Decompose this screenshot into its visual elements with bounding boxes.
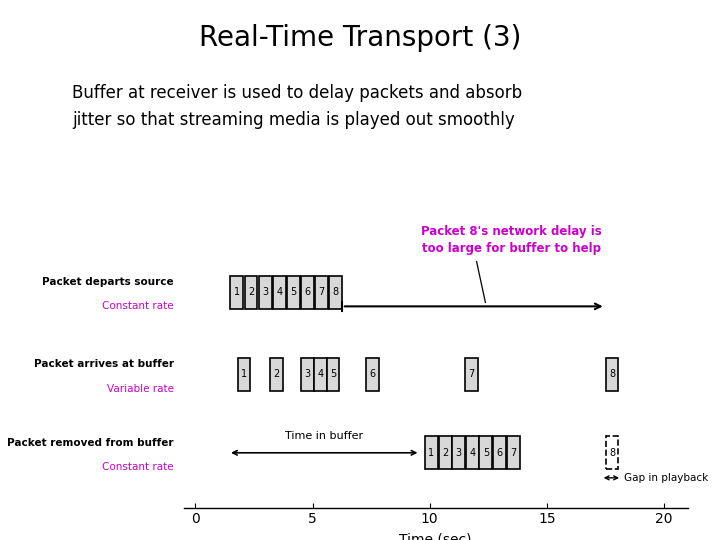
Bar bbox=[480, 436, 492, 469]
Bar bbox=[238, 358, 251, 391]
Bar bbox=[425, 436, 438, 469]
Text: 5: 5 bbox=[482, 448, 489, 458]
Text: 5: 5 bbox=[290, 287, 297, 298]
Text: 4: 4 bbox=[276, 287, 282, 298]
Text: 6: 6 bbox=[496, 448, 503, 458]
Text: 1: 1 bbox=[241, 369, 247, 380]
Bar bbox=[273, 276, 286, 309]
Bar bbox=[315, 276, 328, 309]
Text: 6: 6 bbox=[370, 369, 376, 380]
Bar bbox=[230, 276, 243, 309]
X-axis label: Time (sec): Time (sec) bbox=[400, 532, 472, 540]
Bar bbox=[329, 276, 342, 309]
Bar bbox=[245, 276, 258, 309]
Bar bbox=[270, 358, 283, 391]
Bar bbox=[466, 436, 479, 469]
Text: 4: 4 bbox=[317, 369, 323, 380]
Text: Packet arrives at buffer: Packet arrives at buffer bbox=[34, 359, 174, 369]
Text: Buffer at receiver is used to delay packets and absorb: Buffer at receiver is used to delay pack… bbox=[72, 84, 522, 102]
Text: 5: 5 bbox=[330, 369, 336, 380]
Text: Gap in playback: Gap in playback bbox=[624, 473, 708, 483]
Text: Constant rate: Constant rate bbox=[102, 462, 174, 472]
Bar bbox=[493, 436, 506, 469]
Text: 1: 1 bbox=[234, 287, 240, 298]
Text: 4: 4 bbox=[469, 448, 475, 458]
Bar bbox=[438, 436, 451, 469]
Bar bbox=[314, 358, 327, 391]
Bar bbox=[606, 358, 618, 391]
Text: Constant rate: Constant rate bbox=[102, 301, 174, 312]
Bar bbox=[366, 358, 379, 391]
Text: 8: 8 bbox=[609, 448, 615, 458]
Text: Time in buffer: Time in buffer bbox=[285, 430, 364, 441]
Text: 3: 3 bbox=[262, 287, 268, 298]
Text: 8: 8 bbox=[609, 369, 615, 380]
Text: Variable rate: Variable rate bbox=[107, 383, 174, 394]
Bar bbox=[452, 436, 465, 469]
Bar bbox=[258, 276, 271, 309]
Text: 2: 2 bbox=[274, 369, 280, 380]
Text: 3: 3 bbox=[456, 448, 462, 458]
Text: 8: 8 bbox=[333, 287, 338, 298]
Text: 2: 2 bbox=[248, 287, 254, 298]
Bar bbox=[301, 358, 314, 391]
Text: jitter so that streaming media is played out smoothly: jitter so that streaming media is played… bbox=[72, 111, 515, 129]
Text: 7: 7 bbox=[318, 287, 325, 298]
Bar bbox=[287, 276, 300, 309]
Text: 3: 3 bbox=[304, 369, 310, 380]
Bar bbox=[301, 276, 314, 309]
Text: Packet departs source: Packet departs source bbox=[42, 277, 174, 287]
Bar bbox=[507, 436, 520, 469]
Bar bbox=[465, 358, 478, 391]
Text: Packet removed from buffer: Packet removed from buffer bbox=[7, 437, 174, 448]
Text: Packet 8's network delay is
too large for buffer to help: Packet 8's network delay is too large fo… bbox=[421, 225, 602, 255]
Text: 1: 1 bbox=[428, 448, 435, 458]
Text: 7: 7 bbox=[510, 448, 516, 458]
Bar bbox=[606, 436, 618, 469]
Text: 6: 6 bbox=[304, 287, 310, 298]
Text: 7: 7 bbox=[468, 369, 474, 380]
Text: Real-Time Transport (3): Real-Time Transport (3) bbox=[199, 24, 521, 52]
Text: 2: 2 bbox=[442, 448, 449, 458]
Bar bbox=[327, 358, 340, 391]
